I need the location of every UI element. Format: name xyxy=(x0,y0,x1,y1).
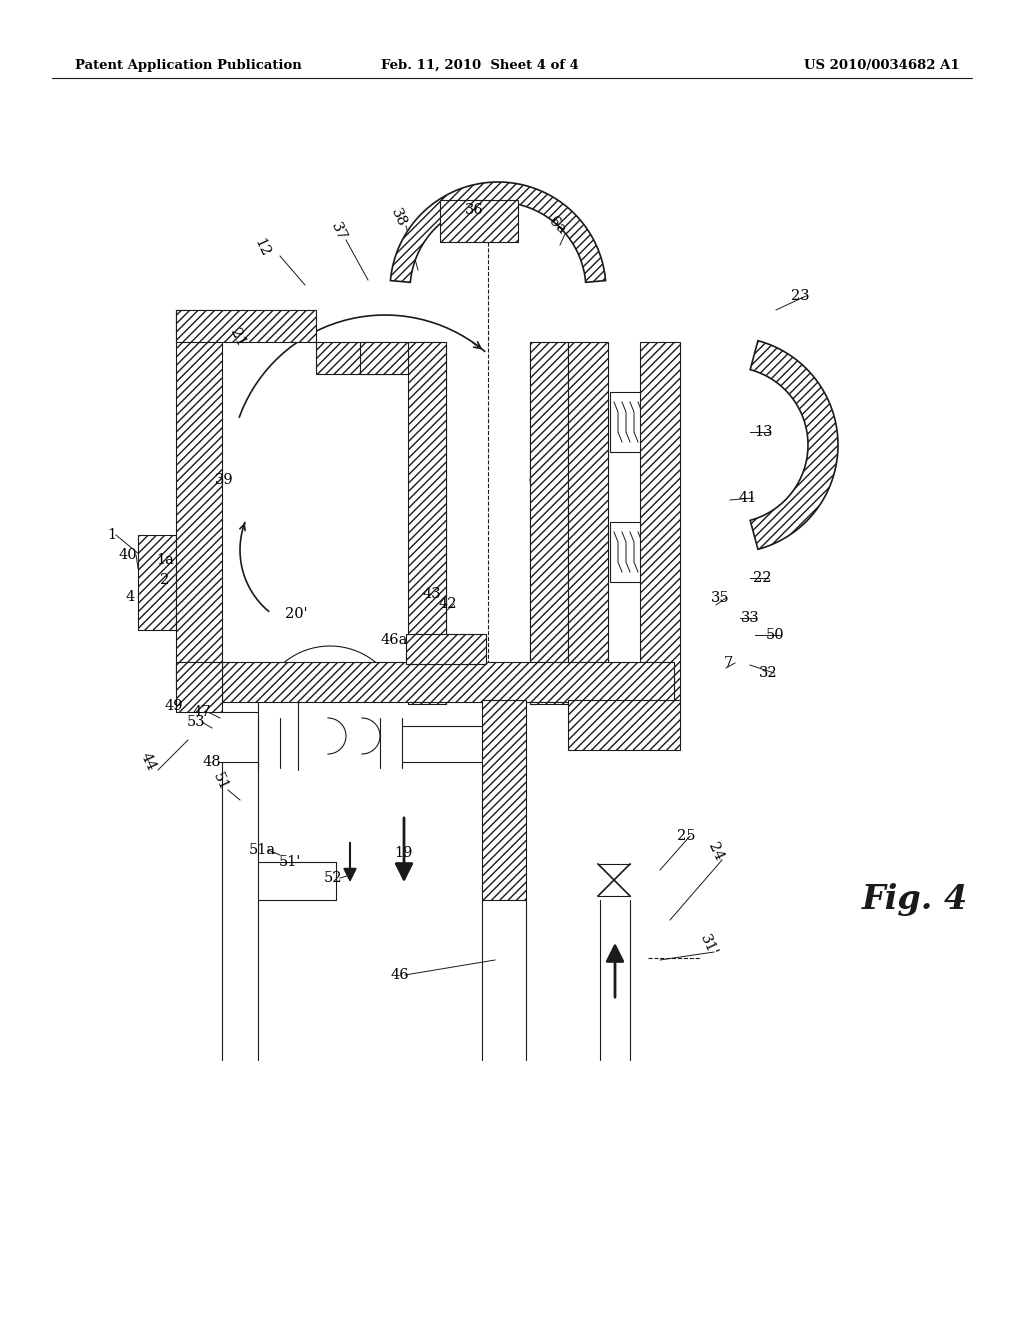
Bar xyxy=(610,392,668,451)
Text: 4: 4 xyxy=(125,590,134,605)
Text: 24: 24 xyxy=(706,841,726,863)
Bar xyxy=(568,342,608,704)
Text: 21: 21 xyxy=(227,327,248,350)
Bar xyxy=(568,700,680,750)
Bar xyxy=(176,310,316,342)
Bar xyxy=(360,342,440,374)
Polygon shape xyxy=(751,341,838,549)
Text: 38: 38 xyxy=(388,206,409,230)
Text: 49: 49 xyxy=(165,700,183,713)
Text: 48: 48 xyxy=(203,755,221,770)
Text: Patent Application Publication: Patent Application Publication xyxy=(75,58,302,71)
Text: 39: 39 xyxy=(215,473,233,487)
Text: 33: 33 xyxy=(740,611,760,624)
Bar xyxy=(222,663,674,702)
Bar xyxy=(316,342,406,374)
Text: 13: 13 xyxy=(755,425,773,440)
Text: 51: 51 xyxy=(210,771,230,793)
Bar xyxy=(610,521,668,582)
Text: 23: 23 xyxy=(791,289,809,304)
Bar xyxy=(176,310,222,690)
Bar xyxy=(406,634,486,664)
Polygon shape xyxy=(390,182,605,282)
Text: 52: 52 xyxy=(324,871,342,884)
Text: 1: 1 xyxy=(108,528,117,543)
Text: 43: 43 xyxy=(423,587,441,601)
Bar xyxy=(640,342,680,704)
Bar xyxy=(408,342,446,704)
Text: 50: 50 xyxy=(766,628,784,642)
Text: 12: 12 xyxy=(252,236,272,259)
Bar xyxy=(440,201,518,242)
Text: 22: 22 xyxy=(753,572,771,585)
Text: 32: 32 xyxy=(759,667,777,680)
Text: 7: 7 xyxy=(723,656,732,671)
Text: 6a: 6a xyxy=(546,215,568,238)
Bar xyxy=(530,342,568,704)
Text: Feb. 11, 2010  Sheet 4 of 4: Feb. 11, 2010 Sheet 4 of 4 xyxy=(381,58,579,71)
Text: 35: 35 xyxy=(711,591,729,605)
Text: 37: 37 xyxy=(328,220,348,243)
Text: US 2010/0034682 A1: US 2010/0034682 A1 xyxy=(805,58,961,71)
Text: 40: 40 xyxy=(119,548,137,562)
Bar xyxy=(176,663,222,711)
Text: 20': 20' xyxy=(285,607,307,620)
Text: 51a: 51a xyxy=(249,843,275,857)
Text: 19: 19 xyxy=(394,846,413,861)
Bar xyxy=(482,700,526,900)
Text: 31': 31' xyxy=(697,933,719,960)
Text: 44: 44 xyxy=(138,751,159,774)
Bar xyxy=(222,342,410,663)
Text: 53: 53 xyxy=(186,715,206,729)
Text: 47: 47 xyxy=(193,705,211,719)
Bar xyxy=(138,535,176,630)
Text: 2: 2 xyxy=(161,573,170,587)
Text: 51': 51' xyxy=(279,855,301,869)
Bar xyxy=(148,548,166,618)
Text: 1a: 1a xyxy=(156,553,174,568)
Text: Fig. 4: Fig. 4 xyxy=(862,883,969,916)
Text: 25: 25 xyxy=(677,829,695,843)
Text: 41: 41 xyxy=(738,491,757,506)
Text: 46: 46 xyxy=(391,968,410,982)
Text: 42: 42 xyxy=(438,597,458,611)
Text: 36: 36 xyxy=(465,203,483,216)
Text: 46a: 46a xyxy=(380,634,408,647)
